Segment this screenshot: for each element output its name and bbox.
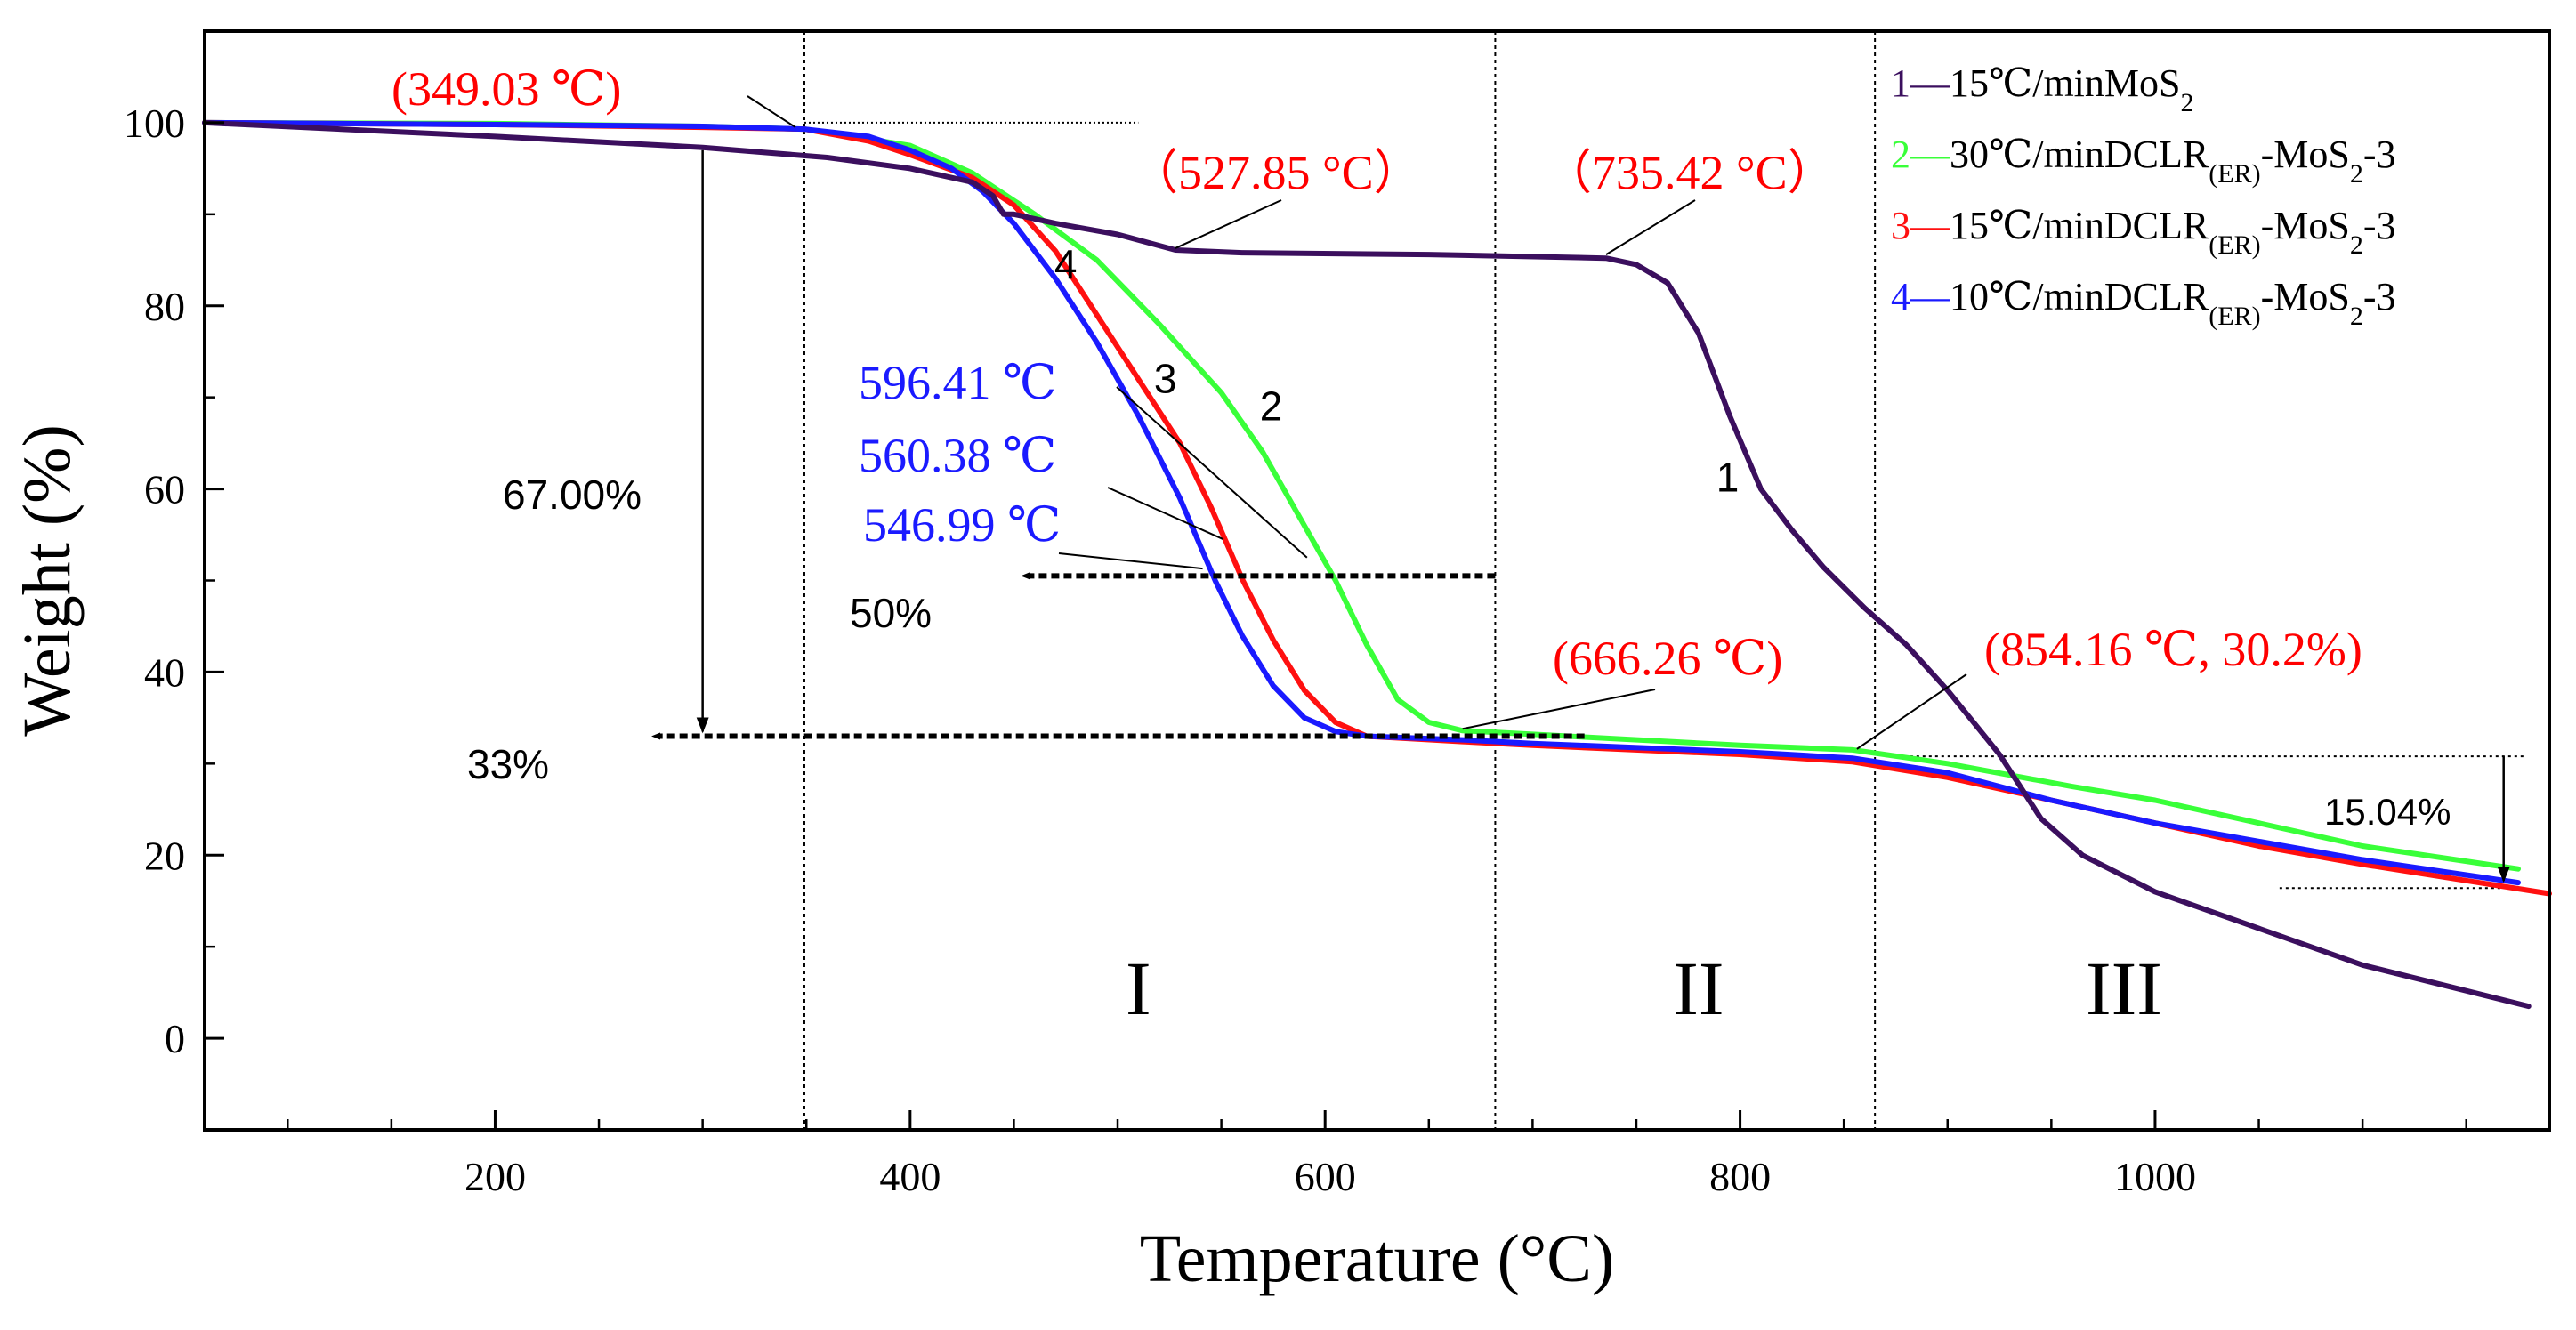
series-line-1 <box>202 119 2532 1010</box>
series-line-2 <box>202 119 2521 872</box>
legend-number: 4 <box>1891 275 1910 318</box>
y-tick-label: 40 <box>144 649 185 695</box>
x-tick-label: 200 <box>464 1154 526 1199</box>
y-tick-label: 80 <box>144 284 185 329</box>
legend: 1—15℃/minMoS22—30℃/minDCLR(ER)-MoS2-33—1… <box>1891 61 2395 331</box>
legend-entry-2: 2—30℃/minDCLR(ER)-MoS2-3 <box>1891 133 2395 189</box>
y-tick-label: 60 <box>144 467 185 512</box>
leader-527 <box>1175 199 1282 249</box>
leader-666 <box>1462 689 1656 730</box>
reference-lines <box>803 31 2525 1130</box>
x-tick-label: 1000 <box>2114 1154 2196 1199</box>
pct-33: 33% <box>467 741 549 787</box>
legend-subscript: 2 <box>2181 88 2194 117</box>
y-tick-label: 0 <box>165 1016 185 1061</box>
annot-527: （527.85 °C） <box>1130 146 1422 199</box>
annot-854: (854.16 ℃, 30.2%) <box>1984 623 2362 676</box>
y-tick-label: 20 <box>144 833 185 878</box>
annot-666: (666.26 ℃) <box>1553 632 1782 685</box>
leader-546 <box>1058 552 1203 570</box>
legend-label: 15℃/minDCLR <box>1950 204 2209 247</box>
axes: 200 400 600 800 1000 0 20 40 60 80 100 Temperature … <box>10 29 2551 1296</box>
legend-subscript: (ER) <box>2209 159 2260 189</box>
legend-label: 10℃/minDCLR <box>1950 275 2209 318</box>
legend-label-end: -3 <box>2363 204 2396 247</box>
legend-label-end: -3 <box>2363 275 2396 318</box>
region-label-I: I <box>1126 946 1151 1031</box>
leader-735 <box>1605 199 1696 255</box>
legend-label: 15℃/minMoS <box>1950 61 2181 105</box>
series-number-1: 1 <box>1716 455 1740 501</box>
legend-label-mid: -MoS <box>2261 275 2350 318</box>
pct-50: 50% <box>850 590 932 636</box>
leader-349 <box>747 95 796 128</box>
y-tick-label: 100 <box>124 101 185 146</box>
annot-349: (349.03 ℃) <box>392 62 621 116</box>
x-tick-label: 800 <box>1709 1154 1771 1199</box>
y-axis-title: Weight (%) <box>10 424 85 737</box>
pct-15: 15.04% <box>2324 791 2451 833</box>
x-tick-label: 600 <box>1295 1154 1356 1199</box>
annot-735: （735.42 °C） <box>1544 146 1836 199</box>
legend-entry-4: 4—10℃/minDCLR(ER)-MoS2-3 <box>1891 275 2395 331</box>
series-number-2: 2 <box>1260 383 1283 429</box>
series-number-4: 4 <box>1054 241 1078 287</box>
annot-546: 546.99 ℃ <box>863 498 1061 552</box>
legend-number: 3 <box>1891 204 1910 247</box>
legend-subscript: (ER) <box>2209 230 2260 260</box>
leader-854 <box>1856 673 1967 750</box>
legend-entry-3: 3—15℃/minDCLR(ER)-MoS2-3 <box>1891 204 2395 260</box>
legend-swatch: — <box>1910 204 1950 247</box>
legend-subscript-2: 2 <box>2350 302 2363 331</box>
legend-subscript: (ER) <box>2209 302 2260 331</box>
legend-label-mid: -MoS <box>2261 133 2350 176</box>
region-label-II: II <box>1673 946 1724 1031</box>
annot-596: 596.41 ℃ <box>859 356 1056 409</box>
legend-number: 2 <box>1891 133 1910 176</box>
annot-560: 560.38 ℃ <box>859 429 1056 482</box>
series-lines <box>202 119 2552 1010</box>
x-tick-label: 400 <box>879 1154 941 1199</box>
legend-label-mid: -MoS <box>2261 204 2350 247</box>
legend-label-end: -3 <box>2363 133 2396 176</box>
leader-560 <box>1107 487 1224 541</box>
pct-67: 67.00% <box>503 472 642 518</box>
legend-entry-1: 1—15℃/minMoS2 <box>1891 61 2194 117</box>
leader-596 <box>1116 386 1308 559</box>
legend-swatch: — <box>1910 133 1950 176</box>
series-number-3: 3 <box>1154 356 1177 402</box>
legend-subscript-2: 2 <box>2350 159 2363 189</box>
legend-label: 30℃/minDCLR <box>1950 133 2209 176</box>
region-label-III: III <box>2086 946 2162 1031</box>
x-axis-title: Temperature (°C) <box>1140 1221 1615 1296</box>
legend-swatch: — <box>1910 61 1950 105</box>
legend-subscript-2: 2 <box>2350 230 2363 260</box>
legend-swatch: — <box>1910 275 1950 318</box>
series-line-4 <box>202 119 2521 886</box>
legend-number: 1 <box>1891 61 1910 105</box>
